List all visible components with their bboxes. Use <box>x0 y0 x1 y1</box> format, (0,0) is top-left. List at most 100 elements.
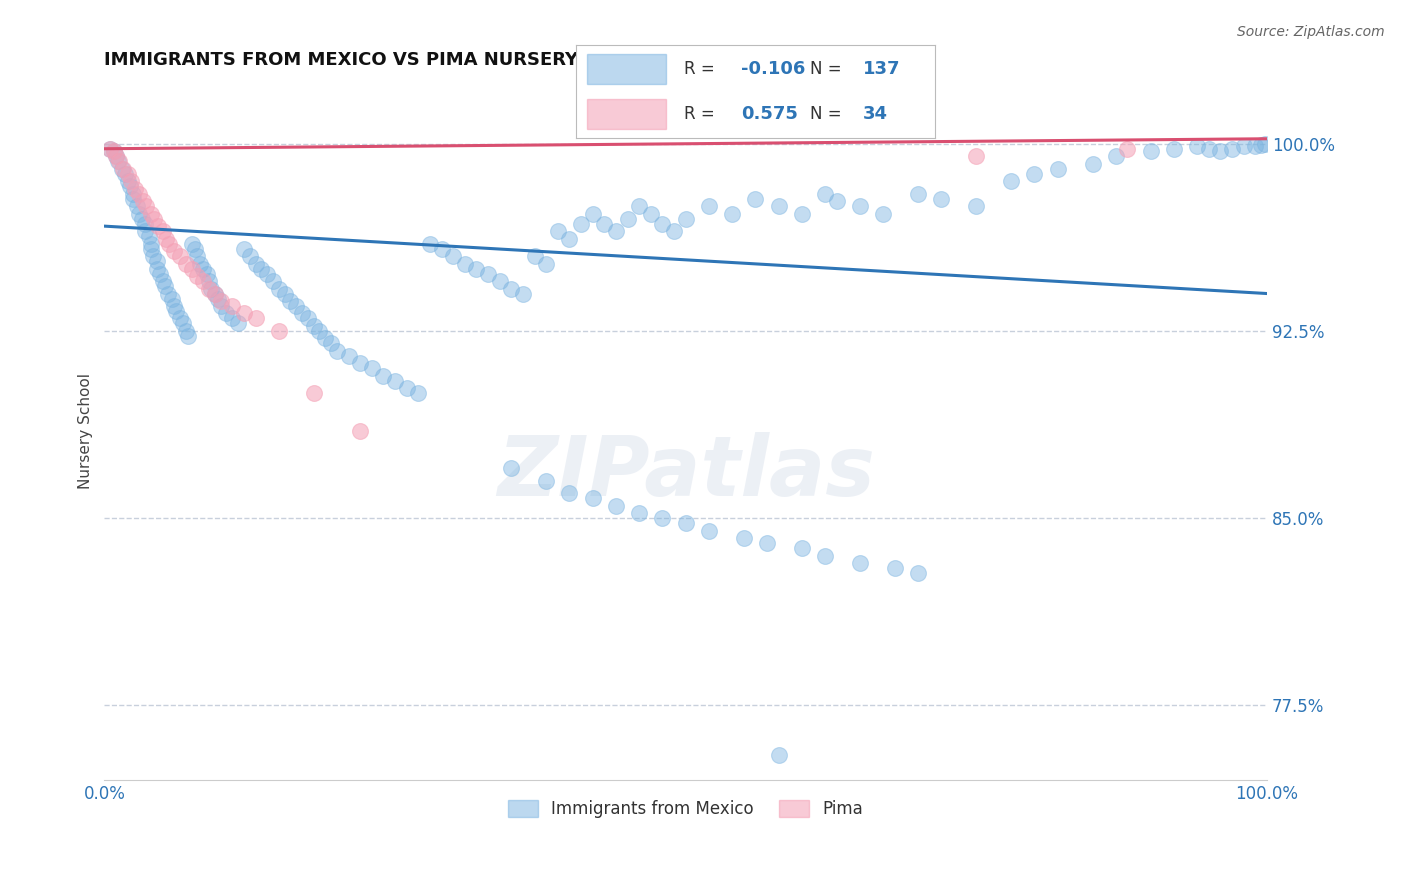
Point <box>122 192 145 206</box>
Point <box>883 561 905 575</box>
Point <box>1000 174 1022 188</box>
Point <box>149 267 172 281</box>
Point <box>605 499 627 513</box>
Point <box>159 236 181 251</box>
Point <box>756 536 779 550</box>
Point <box>117 167 139 181</box>
Point <box>373 368 395 383</box>
Point <box>419 236 441 251</box>
Point <box>186 268 208 283</box>
Point <box>291 306 314 320</box>
Point <box>152 224 174 238</box>
Point <box>640 207 662 221</box>
Point <box>814 186 837 201</box>
Point <box>547 224 569 238</box>
Point <box>155 232 177 246</box>
Point <box>198 274 221 288</box>
Point <box>188 256 211 270</box>
Point <box>135 199 157 213</box>
Point <box>872 207 894 221</box>
Point <box>1116 142 1139 156</box>
Point <box>232 242 254 256</box>
Point <box>337 349 360 363</box>
Point <box>326 343 349 358</box>
Point <box>1220 142 1243 156</box>
Point <box>477 267 499 281</box>
Text: 137: 137 <box>863 60 901 78</box>
Point <box>1253 137 1275 152</box>
Text: N =: N = <box>810 105 846 123</box>
Point <box>125 199 148 213</box>
Point <box>768 748 790 763</box>
Text: IMMIGRANTS FROM MEXICO VS PIMA NURSERY SCHOOL CORRELATION CHART: IMMIGRANTS FROM MEXICO VS PIMA NURSERY S… <box>104 51 889 69</box>
Point <box>267 281 290 295</box>
Point <box>297 311 319 326</box>
Point <box>1233 139 1256 153</box>
Point <box>697 199 720 213</box>
Point <box>965 199 987 213</box>
Point <box>118 179 141 194</box>
Point <box>814 549 837 563</box>
Point <box>1046 161 1069 176</box>
Text: ZIPatlas: ZIPatlas <box>496 433 875 513</box>
Point <box>1185 139 1208 153</box>
Point <box>1139 145 1161 159</box>
Point <box>186 249 208 263</box>
Point <box>1024 167 1046 181</box>
Point <box>965 149 987 163</box>
Point <box>120 174 142 188</box>
Point <box>430 242 453 256</box>
Point <box>145 261 167 276</box>
Text: 34: 34 <box>863 105 889 123</box>
Point <box>143 211 166 226</box>
Point <box>285 299 308 313</box>
Point <box>302 386 325 401</box>
Point <box>465 261 488 276</box>
Point <box>501 281 523 295</box>
Point <box>406 386 429 401</box>
Point <box>849 199 872 213</box>
Point <box>721 207 744 221</box>
Point <box>931 192 953 206</box>
Point <box>146 219 169 234</box>
Text: Source: ZipAtlas.com: Source: ZipAtlas.com <box>1237 25 1385 39</box>
Point <box>280 293 302 308</box>
Point <box>245 311 267 326</box>
Legend: Immigrants from Mexico, Pima: Immigrants from Mexico, Pima <box>502 793 870 824</box>
Point <box>193 274 215 288</box>
Point <box>128 186 150 201</box>
Point <box>138 229 160 244</box>
Point <box>132 194 155 209</box>
Point <box>501 461 523 475</box>
Point <box>1081 157 1104 171</box>
Point <box>209 299 232 313</box>
Point <box>697 524 720 538</box>
Point <box>226 317 249 331</box>
Point <box>166 304 188 318</box>
Point <box>134 217 156 231</box>
Point <box>593 217 616 231</box>
Point <box>1198 142 1220 156</box>
Point <box>314 331 336 345</box>
Point <box>744 192 766 206</box>
Point <box>628 199 651 213</box>
Point <box>907 186 929 201</box>
Point <box>105 149 128 163</box>
Point <box>534 474 557 488</box>
Point <box>114 167 136 181</box>
Point <box>651 511 673 525</box>
Point <box>523 249 546 263</box>
Point <box>616 211 638 226</box>
Point <box>605 224 627 238</box>
Point <box>193 261 215 276</box>
Point <box>221 299 243 313</box>
Point <box>128 207 150 221</box>
Point <box>163 299 186 313</box>
Text: 0.575: 0.575 <box>741 105 799 123</box>
Point <box>124 182 146 196</box>
Point <box>262 274 284 288</box>
Point <box>733 531 755 545</box>
Point <box>239 249 262 263</box>
Point <box>134 224 156 238</box>
Point <box>207 292 229 306</box>
